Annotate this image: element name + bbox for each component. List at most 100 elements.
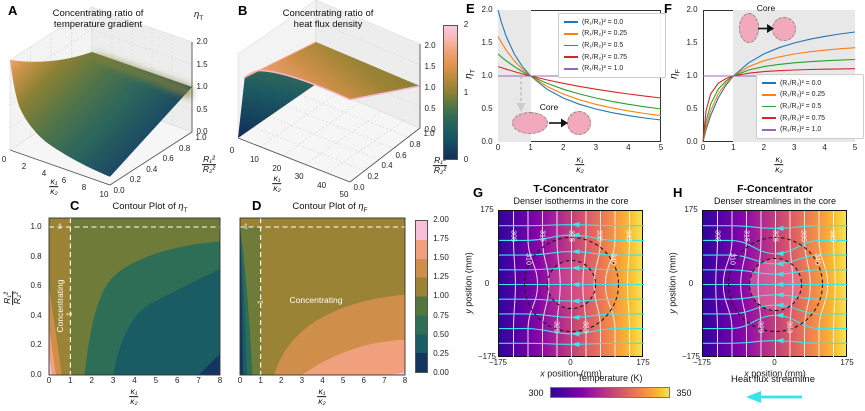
tick-label: 2.0 [686,5,698,14]
tick-label: −175 [477,352,497,361]
tick-label: 1 [731,143,736,152]
legend-line-swatch [564,68,578,70]
tick-label: 0.0 [481,137,493,146]
tick-label: 1.0 [481,71,493,80]
heatmap-h: 305 310 315 320 325 330 335 340 345 [702,210,848,358]
y-axis-label-g: y position (mm) [463,252,474,314]
plot-title-c: Contour Plot of ηT [112,201,188,214]
data-series-line [702,31,856,143]
tick-label: 1.0 [686,71,698,80]
data-series-line [702,47,856,143]
data-series-line [702,58,856,143]
legend-f: (R₁/R₂)² = 0.0 (R₁/R₂)² = 0.25 (R₁/R₂)² = … [756,74,864,139]
core-ellipse-before-f [739,13,759,43]
legend-line-swatch [762,105,776,108]
streamline-arrow-icon [571,341,580,347]
legend-label: (R₁/R₂)² = 0.75 [780,114,826,122]
core-label-e: Core [539,102,559,112]
plot-subtitle-g: Denser isotherms in the core [513,196,629,206]
y-axis-label-c: R₁² R₂² [2,291,23,305]
streamline-arrow-icon [775,338,784,344]
core-circle-after-e [567,111,591,135]
tick-label: 1.5 [481,38,493,47]
tick-label: 2 [560,143,566,152]
surface-sheet-a [10,52,192,177]
annotation-concentrating-d: Concentrating [289,295,343,305]
legend-entry: (R₁/R₂)² = 0.0 [762,78,858,88]
legend-label: (R₁/R₂)² = 0.0 [780,79,822,87]
plot-title-a-line1: Concentrating ratio of [52,8,144,19]
z-axis-label-a: ηT [194,9,204,22]
surface-plateau-b [244,42,420,100]
streamline-arrow-icon [775,302,784,308]
colorbar-d-gradient [415,220,428,373]
core-circle-after-f [772,17,796,41]
streamline-arrow-icon [571,298,580,304]
data-series-line [497,53,662,110]
panel-b-surface-eta-f: B Concentrating ratio of heat flux densi… [228,0,458,205]
streamline-arrow-icon [775,271,784,277]
guide-label-c-vertical: 1 [66,312,74,316]
legend-entry: (R₁/R₂)² = 0.5 [564,40,660,50]
legend-entry: (R₁/R₂)² = 1.0 [762,125,858,135]
core-circle-h [748,257,803,312]
surface-3d-plot-a [9,6,193,186]
legend-label: (R₁/R₂)² = 0.25 [582,30,628,38]
panel-g-heatmap-t-concentrator: G T-Concentrator Denser isotherms in the… [458,183,665,383]
tick-label: −175 [681,352,701,361]
x-axis-label-f: κ₁ κ₂ [774,154,784,175]
panel-h-heatmap-f-concentrator: H F-Concentrator Denser streamlines in t… [663,183,865,383]
x-axis-label-h: x position (mm) [744,368,806,379]
tick-label: −175 [692,358,712,367]
tick-label: 0 [495,143,501,152]
panel-a-surface-eta-t: A Concentrating ratio of temperature gra… [0,0,235,205]
data-series-line [497,9,662,121]
streamline-arrow-icon [571,248,580,255]
plot-title-b-line1: Concentrating ratio of [282,8,374,19]
tick-label: 0 [688,278,694,288]
legend-label: (R₁/R₂)² = 0.25 [780,91,826,99]
y-axis-label-a: R₁² R₂² [202,154,216,175]
panel-letter-g: G [473,185,484,200]
colorbar-ab-gradient [443,25,458,160]
tick-label: 3 [791,143,797,152]
y-axis-label-b: R₁² R₂² [433,155,447,176]
panel-d-contour-eta-f: D Contour Plot of ηF Concentrating 1 1 0… [238,198,464,411]
x-axis-label-d: κ₁ κ₂ [317,386,327,407]
legend-entry: (R₁/R₂)² = 0.75 [762,113,858,123]
x-axis-label-g: x position (mm) [540,368,602,379]
guide-label-c-horizontal: 1 [58,223,62,231]
tick-label: 0 [700,143,706,152]
guide-label-d-horizontal: 1 [244,223,248,231]
legend-line-swatch [762,129,776,131]
legend-label: (R₁/R₂)² = 1.0 [582,65,624,73]
isotherm-streamline-layer-h [703,211,848,358]
tick-label: 4 [626,143,631,152]
plot-title-b: Concentrating ratio of heat flux density [282,8,374,31]
legend-line-swatch [564,21,578,23]
temperature-colorbar-gradient [550,387,670,398]
data-series-line [702,68,856,143]
panel-letter-f: F [664,1,672,16]
tick-label: 175 [840,358,854,367]
data-series-line [497,36,662,117]
legend-line-swatch [762,82,776,84]
tick-label: 0 [484,278,490,288]
plot-title-g: T-Concentrator [533,183,609,195]
heat-flux-arrow-icon [746,391,802,403]
legend-line-swatch [564,32,578,35]
gray-dashed-arrow-icon [516,76,526,112]
legend-entry: (R₁/R₂)² = 0.5 [762,101,858,111]
tick-label: 2.0 [481,5,493,14]
isotherm-streamline-layer-g [499,211,644,358]
panel-letter-d: D [252,198,262,213]
tick-label: 0.5 [686,104,698,113]
tick-label: 0.0 [686,137,698,146]
tick-label: 3 [593,143,599,152]
panel-letter-c: C [70,198,80,213]
legend-entry: (R₁/R₂)² = 0.0 [564,17,660,27]
streamline-arrow-icon [775,281,784,288]
core-label-f: Core [756,3,776,13]
core-ellipse-before-e [512,112,548,134]
streamline-arrow-icon [775,292,784,298]
